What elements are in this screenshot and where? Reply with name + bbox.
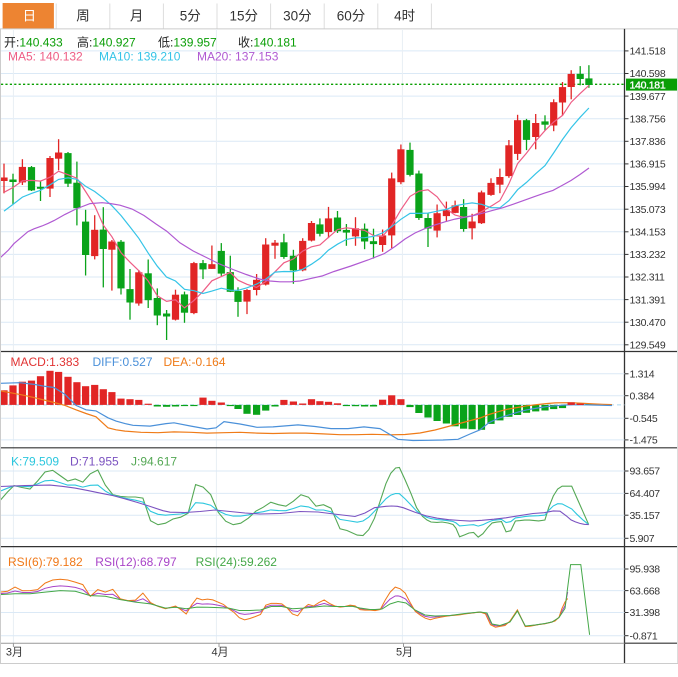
svg-text:J:94.617: J:94.617: [131, 455, 177, 469]
svg-text:129.549: 129.549: [630, 340, 666, 352]
svg-text:开:140.433: 开:140.433: [4, 36, 63, 50]
svg-text:-0.871: -0.871: [630, 630, 658, 642]
svg-text:MA20: 137.153: MA20: 137.153: [197, 50, 279, 64]
svg-text:5分: 5分: [180, 9, 201, 24]
svg-text:95.938: 95.938: [630, 564, 661, 576]
svg-text:140.181: 140.181: [630, 80, 666, 92]
svg-text:RSI(6):79.182: RSI(6):79.182: [8, 555, 83, 569]
svg-text:高:140.927: 高:140.927: [77, 35, 136, 50]
svg-text:93.657: 93.657: [630, 466, 661, 478]
svg-text:D:71.955: D:71.955: [70, 455, 119, 469]
svg-text:30分: 30分: [283, 9, 312, 24]
svg-text:132.311: 132.311: [630, 272, 666, 284]
svg-text:31.398: 31.398: [630, 607, 661, 619]
svg-text:4时: 4时: [394, 9, 415, 24]
svg-text:MA10: 139.210: MA10: 139.210: [99, 50, 181, 64]
svg-text:MACD:1.383: MACD:1.383: [11, 355, 80, 369]
svg-text:-1.475: -1.475: [630, 435, 658, 447]
svg-text:0.384: 0.384: [630, 390, 655, 402]
svg-text:138.756: 138.756: [630, 113, 666, 125]
svg-text:日: 日: [23, 9, 37, 24]
svg-text:5月: 5月: [396, 647, 413, 659]
svg-text:136.915: 136.915: [630, 159, 666, 171]
svg-text:64.407: 64.407: [630, 488, 661, 500]
svg-text:RSI(12):68.797: RSI(12):68.797: [95, 555, 177, 569]
svg-text:134.153: 134.153: [630, 227, 666, 239]
svg-text:15分: 15分: [230, 9, 259, 24]
svg-text:133.232: 133.232: [630, 249, 666, 261]
svg-text:130.470: 130.470: [630, 317, 666, 329]
svg-text:137.836: 137.836: [630, 136, 666, 148]
svg-text:DEA:-0.164: DEA:-0.164: [164, 355, 226, 369]
svg-text:3月: 3月: [6, 647, 23, 659]
svg-text:135.994: 135.994: [630, 181, 666, 193]
svg-text:63.668: 63.668: [630, 585, 661, 597]
svg-text:-0.545: -0.545: [630, 413, 658, 425]
svg-text:131.391: 131.391: [630, 294, 666, 306]
svg-text:141.518: 141.518: [630, 46, 666, 58]
svg-text:60分: 60分: [337, 9, 366, 24]
svg-text:DIFF:0.527: DIFF:0.527: [93, 355, 153, 369]
svg-text:135.073: 135.073: [630, 204, 666, 216]
svg-text:周: 周: [76, 9, 90, 24]
svg-text:5.907: 5.907: [630, 533, 655, 545]
svg-text:低:139.957: 低:139.957: [158, 36, 217, 50]
svg-text:K:79.509: K:79.509: [11, 455, 59, 469]
svg-text:139.677: 139.677: [630, 91, 666, 103]
svg-text:收:140.181: 收:140.181: [238, 36, 297, 50]
svg-text:35.157: 35.157: [630, 510, 661, 522]
svg-text:MA5: 140.132: MA5: 140.132: [8, 50, 83, 64]
svg-text:4月: 4月: [211, 647, 228, 659]
svg-text:月: 月: [130, 9, 144, 24]
svg-text:1.314: 1.314: [630, 369, 655, 381]
svg-text:140.598: 140.598: [630, 68, 666, 80]
svg-text:RSI(24):59.262: RSI(24):59.262: [196, 555, 278, 569]
